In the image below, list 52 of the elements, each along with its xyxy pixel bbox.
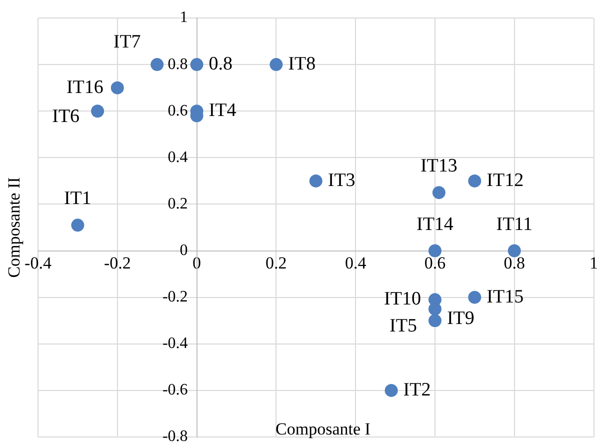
point [71,218,84,232]
point [309,174,322,188]
x-tick-label: 0.6 [424,253,446,272]
data-label: IT8 [288,54,316,75]
data-label: IT7 [113,32,141,53]
point [110,81,124,94]
point [428,244,442,258]
y-tick-label: 0.4 [168,148,188,166]
data-label: IT12 [486,170,524,191]
data-label: IT11 [496,214,532,235]
data-label: IT13 [420,156,458,177]
y-tick-label: -0.6 [162,382,188,399]
y-tick-label: -0.4 [162,335,188,352]
data-label: IT6 [52,106,80,128]
point [508,244,521,258]
data-label: IT10 [384,288,421,310]
point [150,58,164,72]
data-label: IT9 [446,308,474,329]
point [468,174,482,188]
y-tick-label: -0.2 [162,288,188,306]
x-tick-label: -0.2 [104,253,131,272]
point [432,186,446,200]
x-tick-label: 1 [590,253,598,272]
point [270,58,283,72]
y-tick-label: -0.8 [162,428,188,444]
point [384,384,398,397]
x-tick-label: 0.8 [504,253,525,272]
x-tick-label: 0.4 [344,253,367,272]
x-tick-label: -0.4 [24,253,52,272]
point [190,58,204,72]
x-tick-label: 0 [192,253,202,272]
data-label: IT1 [64,188,92,210]
y-tick-label: 0.6 [168,102,188,120]
point [428,314,442,328]
y-tick-label: 0.8 [168,56,188,73]
data-label: IT14 [416,214,454,235]
data-label: 0.8 [208,54,233,75]
point [91,104,104,118]
data-label: IT5 [390,316,417,337]
data-label: IT16 [66,76,104,98]
y-tick-label: 1 [180,9,188,26]
y-tick-label: 0.2 [168,195,188,212]
data-label: IT2 [403,379,431,400]
data-label: IT4 [208,100,237,122]
y-axis-title: Composante II [4,176,24,278]
data-label: IT15 [486,286,524,308]
data-label: IT3 [328,170,356,191]
point [428,302,442,316]
y-tick-label: 0 [180,242,188,259]
x-axis-title: Composante I [276,419,371,438]
point [468,290,482,304]
x-tick-label: 0.2 [266,253,287,272]
